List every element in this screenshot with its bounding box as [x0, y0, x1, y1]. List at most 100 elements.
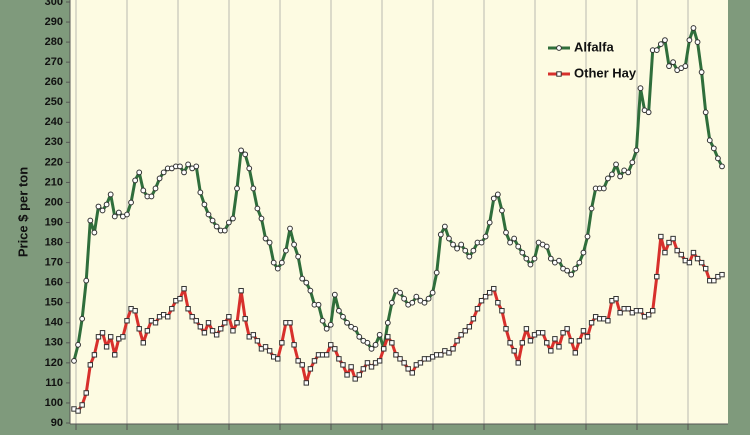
data-point	[266, 239, 273, 246]
y-tick-label: 150	[45, 297, 63, 309]
data-point	[405, 366, 411, 372]
data-point	[83, 390, 89, 396]
data-point	[132, 177, 139, 184]
data-point	[454, 338, 460, 344]
data-point	[503, 326, 509, 332]
data-point	[368, 345, 375, 352]
data-point	[71, 357, 77, 364]
legend-label: Other Hay	[574, 65, 637, 80]
data-point	[515, 243, 522, 250]
data-point	[462, 247, 469, 254]
data-point	[242, 316, 248, 322]
data-point	[307, 287, 314, 294]
data-point	[368, 364, 375, 370]
data-point	[79, 402, 85, 408]
data-point	[258, 215, 265, 222]
data-point	[678, 251, 684, 258]
data-point	[270, 259, 277, 266]
data-point	[181, 285, 187, 292]
data-point	[715, 155, 721, 162]
data-point	[657, 41, 664, 47]
data-point	[389, 340, 395, 346]
data-point	[303, 279, 310, 286]
data-point	[274, 265, 281, 272]
data-point	[156, 175, 163, 182]
data-point	[128, 199, 134, 206]
data-point	[633, 147, 640, 154]
y-tick-label: 210	[45, 176, 63, 188]
data-point	[674, 247, 680, 254]
data-point	[336, 307, 342, 314]
data-point	[360, 366, 367, 372]
data-point	[250, 185, 257, 192]
data-point	[323, 352, 330, 358]
data-point	[254, 338, 261, 344]
data-point	[140, 340, 146, 346]
data-point	[348, 364, 354, 370]
data-point	[437, 231, 444, 238]
data-point	[275, 356, 281, 362]
data-point	[303, 380, 310, 386]
data-point	[584, 233, 591, 240]
data-point	[112, 352, 118, 358]
data-point	[523, 255, 530, 262]
data-point	[605, 318, 611, 324]
data-point	[328, 342, 334, 348]
data-point	[401, 360, 407, 366]
data-point	[539, 330, 546, 336]
data-point	[209, 217, 216, 224]
data-point	[87, 217, 94, 224]
data-point	[103, 344, 110, 350]
data-point	[519, 340, 526, 346]
data-point	[254, 205, 261, 212]
data-point	[470, 316, 477, 322]
data-point	[588, 205, 595, 212]
y-tick-label: 240	[45, 116, 63, 128]
data-point	[323, 325, 330, 332]
data-point	[543, 243, 550, 250]
data-point	[507, 239, 513, 246]
data-point	[576, 338, 583, 344]
data-point	[107, 191, 114, 198]
data-point	[466, 324, 473, 330]
data-point	[95, 203, 102, 210]
y-tick-label: 140	[45, 317, 63, 329]
data-point	[352, 325, 359, 332]
data-point	[124, 318, 130, 324]
data-point	[287, 320, 293, 326]
data-point	[331, 291, 338, 298]
data-point	[201, 330, 208, 336]
data-point	[698, 259, 705, 266]
data-point	[218, 326, 224, 332]
data-point	[645, 109, 652, 116]
data-point	[279, 340, 285, 346]
data-point	[397, 289, 403, 296]
y-tick-label: 90	[51, 417, 63, 429]
y-tick-label: 100	[45, 397, 63, 409]
data-point	[450, 241, 456, 248]
data-point	[548, 348, 554, 354]
data-point	[99, 207, 106, 214]
data-point	[482, 233, 489, 240]
data-point	[283, 247, 289, 254]
data-point	[446, 235, 452, 242]
data-point	[205, 211, 212, 218]
data-point	[75, 408, 81, 414]
data-point	[604, 175, 611, 182]
data-point	[491, 285, 497, 292]
data-point	[531, 255, 538, 262]
data-point	[79, 315, 86, 322]
y-tick-label: 110	[45, 377, 63, 389]
data-point	[234, 320, 240, 326]
data-point	[262, 344, 269, 350]
y-tick-label: 230	[45, 136, 63, 148]
data-point	[568, 271, 575, 278]
data-point	[580, 328, 587, 334]
data-point	[140, 187, 147, 194]
data-point	[613, 161, 619, 168]
data-point	[637, 308, 644, 314]
data-point	[148, 193, 155, 200]
data-point	[132, 308, 138, 314]
data-point	[433, 269, 440, 276]
data-point	[136, 326, 142, 332]
